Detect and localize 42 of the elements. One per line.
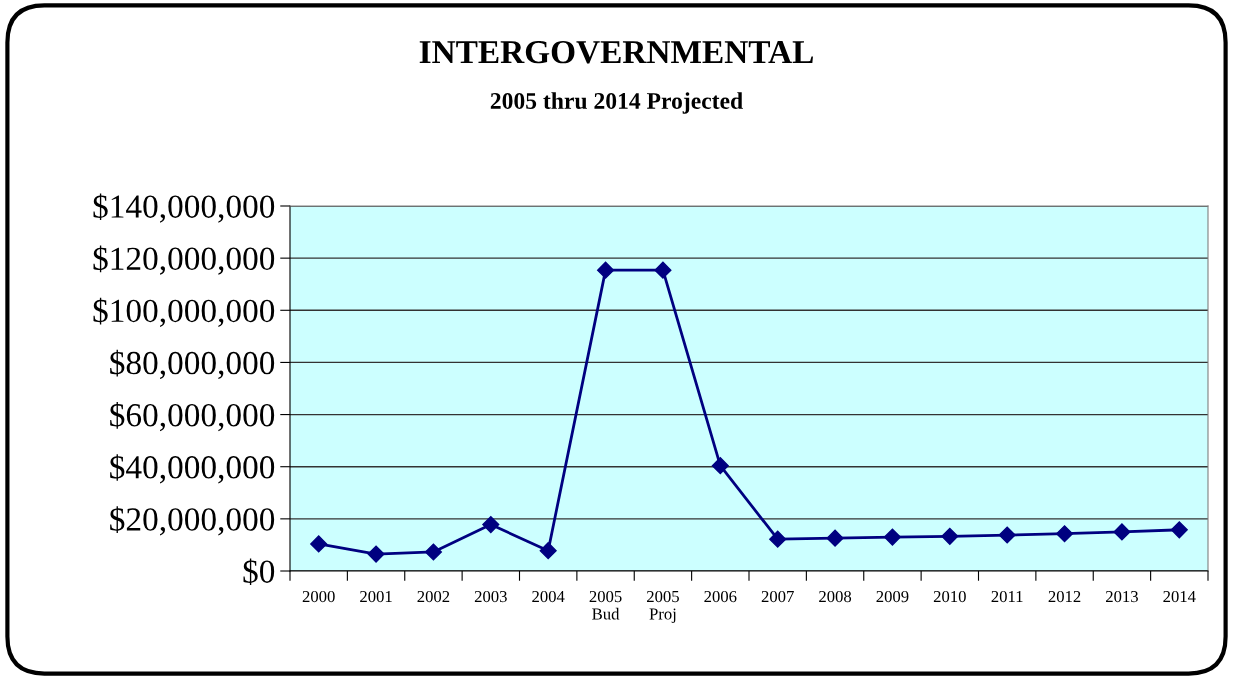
point: [1056, 525, 1074, 543]
point: [367, 545, 385, 563]
point: [941, 527, 959, 545]
point: [883, 528, 901, 546]
chart-subtitle: 2005 thru 2014 Projected: [490, 92, 743, 114]
x-tick-label: 2012: [1048, 590, 1081, 603]
point: [1170, 521, 1188, 539]
x-tick-label: 2001: [360, 590, 392, 603]
y-tick-label: $60,000,000: [110, 402, 275, 432]
point: [769, 530, 787, 548]
point: [310, 535, 328, 553]
x-tick-label: 2009: [876, 590, 909, 603]
x-tick-label: 2014: [1163, 590, 1196, 603]
x-tick-label: 2013: [1106, 590, 1138, 603]
y-tick-label: $20,000,000: [110, 506, 275, 536]
point: [597, 261, 615, 279]
point: [482, 516, 500, 534]
y-tick-label: $40,000,000: [110, 454, 275, 484]
y-tick-label: $0: [243, 558, 275, 586]
x-tick-label: 2002: [417, 590, 450, 603]
point: [998, 526, 1016, 544]
x-tick-label: 2000: [302, 590, 335, 603]
point: [654, 261, 672, 279]
x-tick-label: 2004: [532, 590, 565, 603]
point: [1113, 523, 1131, 541]
point: [826, 529, 844, 547]
x-tick-label: 2010: [933, 590, 966, 603]
y-tick-label: $80,000,000: [110, 349, 275, 380]
chart-title: INTERGOVERNMENTAL: [419, 40, 813, 64]
x-tick-label: 2008: [819, 590, 852, 603]
point: [424, 543, 442, 561]
x-tick-label: 2006: [704, 590, 737, 603]
y-tick-label: $120,000,000: [93, 245, 275, 275]
x-tick-label: 2005 Proj: [647, 590, 679, 623]
point: [539, 542, 557, 560]
y-tick-label: $100,000,000: [93, 297, 275, 327]
point: [711, 457, 729, 475]
x-tick-label: 2005 Bud: [589, 590, 622, 620]
x-tick-label: 2011: [991, 590, 1023, 603]
x-tick-label: 2003: [474, 590, 507, 603]
y-tick-label: $140,000,000: [93, 193, 275, 223]
x-tick-label: 2007: [761, 590, 794, 603]
